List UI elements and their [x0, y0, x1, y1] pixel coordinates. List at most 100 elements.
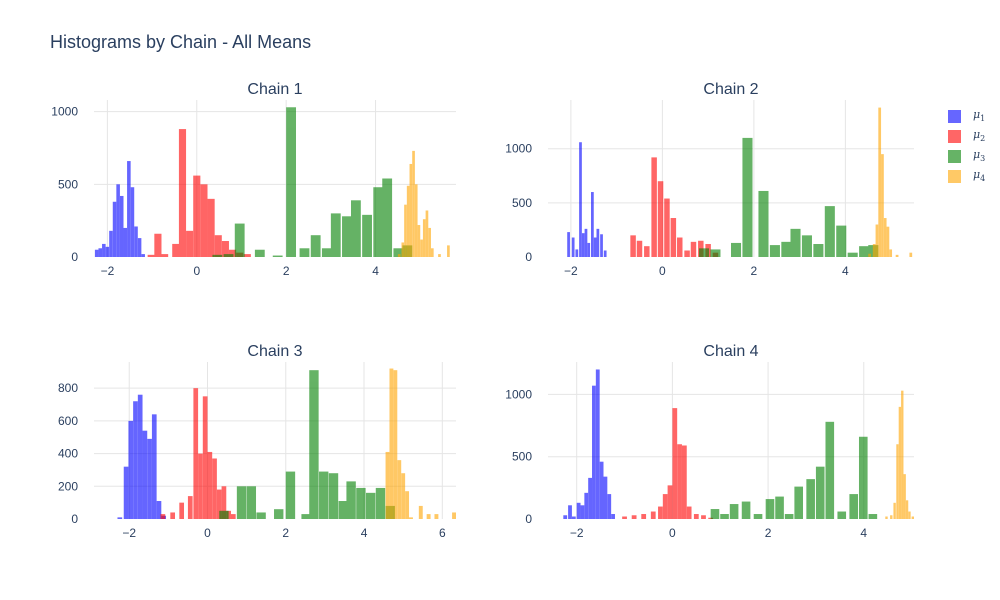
histogram-bar: [710, 509, 720, 519]
histogram-bar: [690, 241, 697, 257]
legend-item-mu3[interactable]: μ3: [948, 146, 985, 166]
subplot-title: Chain 2: [703, 81, 758, 98]
series-mu4: [397, 150, 450, 257]
histogram-bar: [670, 218, 677, 257]
histogram-bar: [622, 516, 627, 519]
histogram-bar: [420, 239, 423, 257]
histogram-bar: [592, 385, 596, 519]
series-mu3: [698, 137, 879, 257]
histogram-bar: [603, 476, 608, 519]
histogram-bar: [123, 466, 129, 519]
histogram-bar: [898, 406, 902, 519]
histogram-bar: [198, 453, 203, 519]
histogram-bar: [212, 254, 223, 257]
legend-label-mu2: μ: [973, 128, 981, 142]
histogram-bar: [452, 512, 456, 519]
histogram-bar: [299, 248, 310, 257]
y-tick-label: 400: [58, 447, 78, 461]
histogram-bar: [684, 250, 690, 257]
histogram-bar: [375, 487, 386, 519]
subplot-chain-4: Chain 4 0 500 1000 −2 0 2 4: [505, 343, 914, 540]
histogram-bar: [373, 187, 384, 257]
histogram-bar: [575, 249, 579, 257]
histogram-bar: [161, 254, 169, 257]
histogram-bar: [657, 181, 664, 257]
y-tick-label: 0: [525, 512, 532, 526]
x-tick-label: 2: [282, 526, 289, 540]
histogram-bar: [603, 250, 607, 257]
histogram-bar: [254, 249, 265, 257]
histogram-bar: [112, 201, 117, 257]
histogram-bar: [102, 243, 106, 257]
histogram-bar: [362, 214, 372, 257]
histogram-bar: [409, 163, 413, 257]
histogram-bar: [154, 233, 162, 257]
x-tick-label: 0: [193, 264, 200, 278]
histogram-bar: [438, 254, 441, 257]
histogram-bar: [868, 253, 871, 257]
x-tick-label: 4: [860, 526, 867, 540]
histogram-bar: [901, 390, 904, 519]
x-tick-label: 6: [439, 526, 446, 540]
histogram-bar: [404, 204, 407, 257]
histogram-bar: [758, 190, 769, 257]
histogram-bar: [105, 246, 110, 257]
series-mu2: [147, 129, 251, 257]
histogram-bar: [141, 254, 145, 257]
histogram-bar: [116, 184, 120, 257]
histogram-bar: [134, 226, 138, 257]
subplot-title: Chain 1: [247, 81, 302, 98]
histogram-bar: [611, 514, 615, 519]
histogram-bar: [137, 238, 142, 257]
series-mu3: [212, 107, 413, 257]
legend-item-mu1[interactable]: μ1: [948, 106, 985, 126]
subplot-chain-1: Chain 1 0 500 1000 −2 0 2 4: [51, 81, 456, 278]
histogram-bar: [186, 230, 194, 257]
histogram-bar: [893, 502, 896, 519]
legend-swatch-mu4: [948, 169, 961, 183]
histogram-bar: [405, 491, 410, 519]
histogram-bar: [693, 514, 699, 519]
histogram-bar: [813, 244, 824, 257]
series-mu1: [563, 369, 615, 519]
x-tick-label: 4: [361, 526, 368, 540]
histogram-bar: [172, 243, 180, 257]
histogram-bar: [321, 248, 332, 257]
histogram-bar: [178, 129, 187, 257]
histogram-bar: [133, 401, 138, 519]
histogram-bar: [123, 227, 128, 257]
legend-item-mu2[interactable]: μ2: [948, 126, 985, 146]
x-tick-label: 2: [283, 264, 290, 278]
legend-label-mu1: μ: [973, 108, 981, 122]
histogram-bar: [147, 438, 152, 519]
histogram-bar: [328, 473, 339, 519]
histogram-bar: [202, 396, 208, 519]
histogram-bar: [338, 501, 348, 519]
histogram-bar: [781, 241, 792, 257]
histogram-bar: [356, 487, 366, 519]
x-tick-label: 2: [751, 264, 758, 278]
histogram-bar: [896, 444, 899, 519]
histogram-bar: [858, 436, 868, 519]
histogram-bar: [426, 514, 431, 519]
histogram-bar: [584, 492, 589, 519]
histogram-bar: [644, 246, 650, 257]
histogram-bar: [909, 252, 913, 257]
histogram-bar: [571, 237, 575, 257]
histogram-bar: [775, 496, 784, 519]
histogram-bar: [563, 515, 568, 519]
y-tick-label: 0: [71, 250, 78, 264]
legend-item-mu4[interactable]: μ4: [948, 166, 985, 186]
histogram-bar: [187, 496, 193, 519]
series-mu1: [567, 142, 607, 257]
histogram-bar: [310, 235, 321, 257]
histogram-bar: [230, 514, 236, 519]
histogram-bar: [119, 195, 124, 257]
histogram-bar: [630, 235, 636, 257]
histogram-bar: [212, 458, 217, 519]
histogram-bar: [397, 460, 402, 519]
histogram-bar: [447, 245, 450, 257]
histogram-bar: [731, 242, 742, 257]
histogram-bar: [600, 234, 603, 257]
